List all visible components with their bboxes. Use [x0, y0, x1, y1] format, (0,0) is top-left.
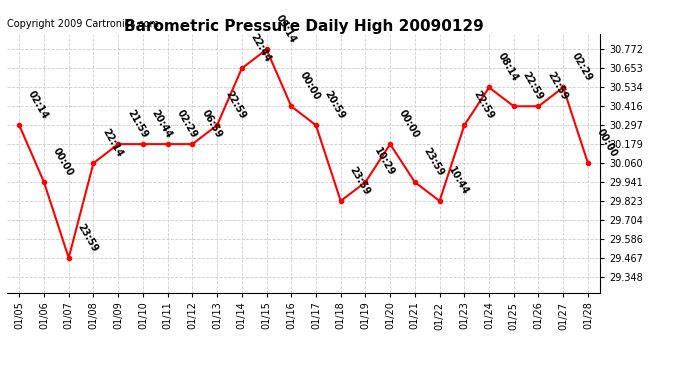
Text: 20:59: 20:59 [323, 89, 347, 121]
Text: 23:59: 23:59 [348, 165, 372, 197]
Text: 00:00: 00:00 [397, 108, 421, 140]
Text: 22:14: 22:14 [100, 127, 124, 159]
Text: 02:29: 02:29 [175, 108, 199, 140]
Text: 02:29: 02:29 [570, 51, 594, 83]
Text: 02:14: 02:14 [26, 89, 50, 121]
Text: 22:59: 22:59 [224, 89, 248, 121]
Text: 23:59: 23:59 [76, 222, 100, 254]
Text: 00:00: 00:00 [298, 70, 322, 102]
Text: 00:00: 00:00 [51, 146, 75, 178]
Text: 10:29: 10:29 [373, 146, 397, 178]
Text: 09:14: 09:14 [273, 13, 297, 45]
Text: 22:59: 22:59 [471, 89, 495, 121]
Text: 10:44: 10:44 [446, 165, 471, 197]
Text: 00:00: 00:00 [595, 127, 619, 159]
Text: 21:59: 21:59 [125, 108, 149, 140]
Text: Copyright 2009 Cartronics.com: Copyright 2009 Cartronics.com [7, 19, 159, 28]
Text: Barometric Pressure Daily High 20090129: Barometric Pressure Daily High 20090129 [124, 19, 484, 34]
Text: 22:59: 22:59 [545, 70, 569, 102]
Text: 20:44: 20:44 [150, 108, 174, 140]
Text: 22:59: 22:59 [521, 70, 545, 102]
Text: 08:14: 08:14 [496, 51, 520, 83]
Text: 06:59: 06:59 [199, 108, 224, 140]
Text: 22:44: 22:44 [248, 32, 273, 64]
Text: 23:59: 23:59 [422, 146, 446, 178]
